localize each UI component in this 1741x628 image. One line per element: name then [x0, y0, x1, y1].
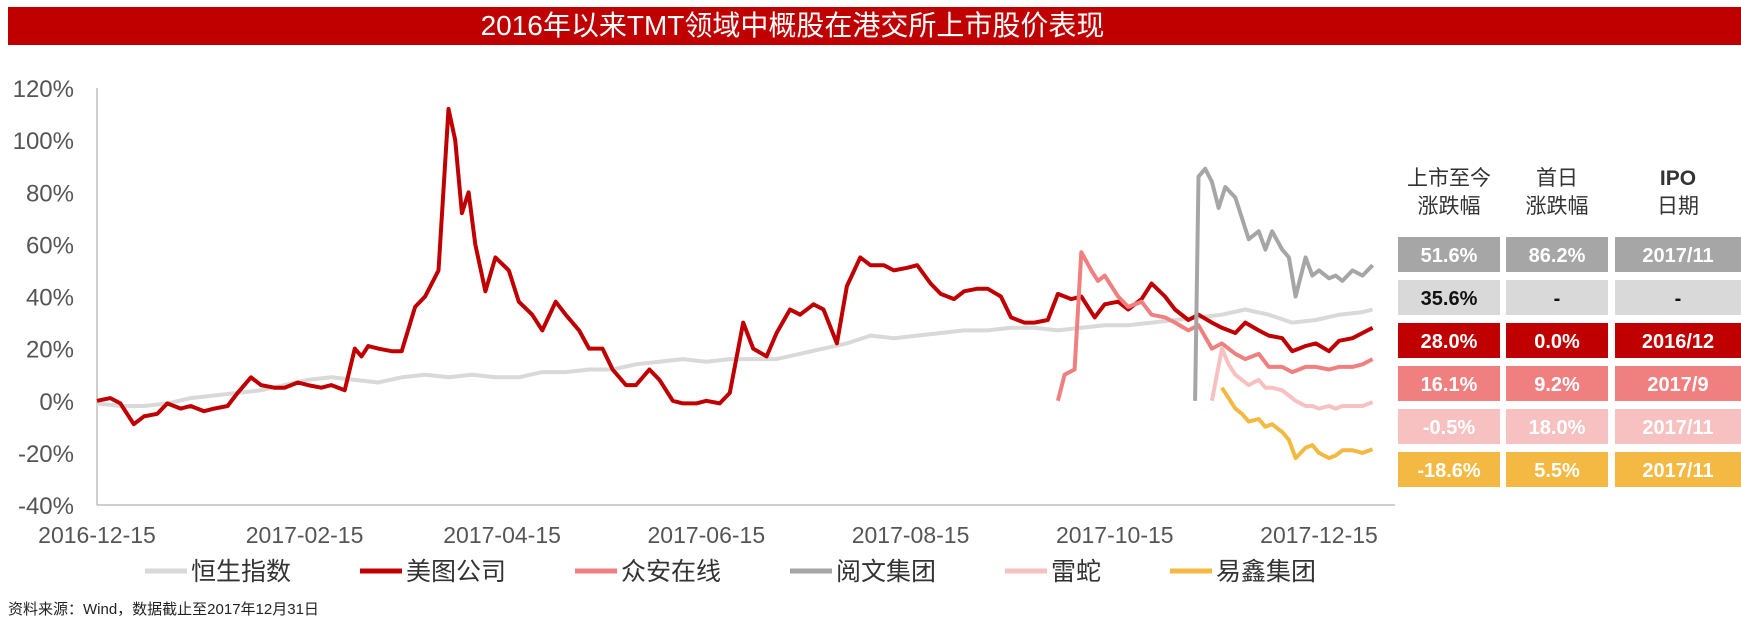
table-cell: 9.2%: [1534, 374, 1580, 396]
table-cell-bg: [1506, 280, 1608, 315]
table-cell: -18.6%: [1417, 460, 1481, 482]
table-header-line2: 涨跌幅: [1418, 195, 1481, 218]
legend-label: 众安在线: [621, 558, 721, 586]
table-cell-bg: [1506, 237, 1608, 272]
series-line-美图公司: [96, 106, 1374, 427]
x-tick-label: 2017-08-15: [852, 522, 970, 548]
legend: 恒生指数 美图公司 众安在线 阅文集团 雷蛇 易鑫集团: [145, 558, 1316, 586]
table-header-line2: 涨跌幅: [1526, 195, 1589, 218]
table-cell: 0.0%: [1534, 331, 1580, 353]
legend-label: 阅文集团: [836, 558, 936, 586]
table-cell-bg: [1398, 280, 1500, 315]
y-tick-label: 100%: [13, 128, 74, 155]
table-cell-bg: [1615, 237, 1741, 272]
table-cell: 18.0%: [1529, 417, 1586, 439]
table-cell: -: [1554, 288, 1561, 310]
legend-label: 雷蛇: [1051, 558, 1101, 586]
y-tick-label: 80%: [26, 180, 74, 207]
y-tick-label: 20%: [26, 337, 74, 364]
table-header-line1: 上市至今: [1407, 167, 1491, 190]
table-cell: 35.6%: [1421, 288, 1478, 310]
table-cell: -: [1675, 288, 1682, 310]
table-cell: 2017/11: [1642, 417, 1713, 439]
x-tick-label: 2017-04-15: [443, 522, 561, 548]
table-cell-bg: [1398, 409, 1500, 444]
table-cell-bg: [1398, 323, 1500, 358]
table-cell: 5.5%: [1534, 460, 1580, 482]
y-tick-label: 40%: [26, 285, 74, 312]
table-cell: 2017/11: [1642, 245, 1713, 267]
x-tick-label: 2017-02-15: [246, 522, 364, 548]
table-cell: 28.0%: [1421, 331, 1478, 353]
x-tick-label: 2017-12-15: [1260, 522, 1378, 548]
table-cell-bg: [1615, 409, 1741, 444]
series-lines: [96, 106, 1375, 461]
legend-label: 恒生指数: [191, 558, 291, 586]
table-cell-bg: [1398, 452, 1500, 487]
table-cell: 51.6%: [1421, 245, 1478, 267]
legend-label: 美图公司: [406, 558, 506, 586]
table-header-line1: IPO: [1660, 167, 1696, 190]
y-tick-label: -20%: [18, 441, 74, 468]
table-cell-bg: [1506, 366, 1608, 401]
table-cell-bg: [1615, 366, 1741, 401]
table-cell-bg: [1615, 323, 1741, 358]
table-cell: 16.1%: [1421, 374, 1478, 396]
chart-title-bar: 2016年以来TMT领域中概股在港交所上市股价表现: [8, 7, 1741, 45]
x-tick-label: 2017-10-15: [1056, 522, 1174, 548]
y-tick-label: 60%: [26, 232, 74, 259]
table-cell-bg: [1615, 452, 1741, 487]
series-line-雷蛇: [1209, 346, 1374, 411]
table-header-line1: 首日: [1536, 167, 1578, 190]
table-cell-bg: [1506, 409, 1608, 444]
source-note: 资料来源：Wind，数据截止至2017年12月31日: [8, 601, 319, 618]
legend-label: 易鑫集团: [1216, 558, 1316, 586]
series-line-阅文集团: [1193, 166, 1375, 401]
table-cell-bg: [1506, 323, 1608, 358]
table-cell: 2017/9: [1647, 374, 1708, 396]
x-tick-label: 2017-06-15: [647, 522, 765, 548]
table-cell-bg: [1398, 366, 1500, 401]
series-line-易鑫集团: [1220, 386, 1374, 461]
table-cell: 2017/11: [1642, 460, 1713, 482]
y-tick-label: 120%: [13, 76, 74, 103]
series-line-众安在线: [1055, 250, 1374, 402]
y-tick-label: -40%: [18, 493, 74, 520]
table-cell-bg: [1398, 237, 1500, 272]
table-header-line2: 日期: [1657, 195, 1699, 218]
x-tick-label: 2016-12-15: [38, 522, 156, 548]
chart-title: 2016年以来TMT领域中概股在港交所上市股价表现: [480, 10, 1105, 41]
table-cell: 2016/12: [1642, 331, 1714, 353]
axes: 120% 100% 80% 60% 40% 20% 0% -20% -40%2016-12-15…: [13, 76, 1395, 548]
table-cell-bg: [1506, 452, 1608, 487]
table-cell: 86.2%: [1529, 245, 1586, 267]
y-tick-label: 0%: [39, 389, 74, 416]
table-cell-bg: [1615, 280, 1741, 315]
table-cell: -0.5%: [1423, 417, 1475, 439]
